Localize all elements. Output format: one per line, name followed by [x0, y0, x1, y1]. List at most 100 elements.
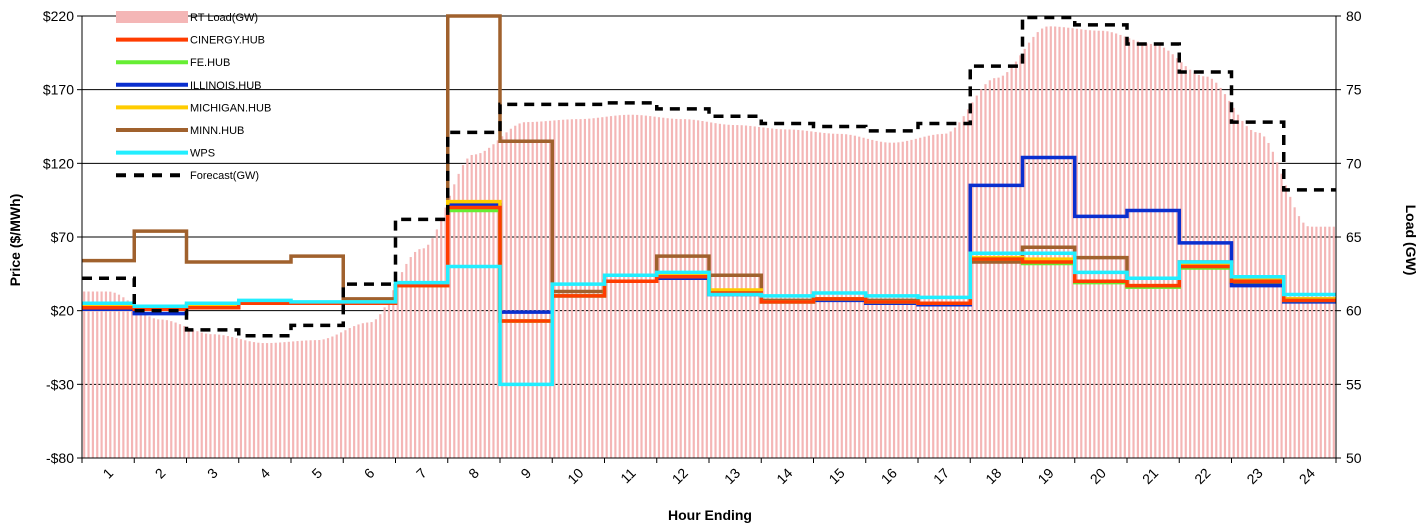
- legend-label: MINN.HUB: [190, 125, 244, 137]
- load-bar: [1027, 42, 1031, 458]
- load-bar: [540, 121, 543, 458]
- load-bar: [1132, 39, 1135, 459]
- load-bar: [1006, 72, 1009, 458]
- load-bar: [553, 120, 556, 459]
- load-bar: [662, 117, 665, 458]
- load-bar: [548, 120, 552, 458]
- load-bar: [1180, 62, 1183, 458]
- load-bar: [827, 133, 830, 458]
- load-bar: [400, 272, 404, 458]
- load-bar: [1097, 30, 1100, 459]
- load-bar: [988, 80, 991, 458]
- legend-label: CINERGY.HUB: [190, 35, 265, 47]
- x-tick-label: 1: [99, 465, 116, 482]
- load-bar: [161, 319, 164, 458]
- load-bar: [636, 114, 639, 459]
- load-bar: [157, 319, 160, 458]
- load-bar: [479, 153, 482, 458]
- load-bar: [165, 320, 168, 458]
- left-tick-label: -$30: [46, 376, 74, 392]
- load-bar: [148, 316, 151, 458]
- load-bar: [997, 77, 1000, 459]
- forecast-step-line: [82, 15, 1336, 338]
- load-bar: [1293, 207, 1296, 458]
- load-bar: [501, 136, 504, 458]
- load-bar: [1310, 226, 1314, 458]
- load-bar: [771, 128, 774, 459]
- x-tick-label: 2: [152, 465, 169, 482]
- left-axis-tick-labels: $220 $170 $120 $70 $20 -$30 -$80: [43, 8, 74, 466]
- x-tick-label: 17: [930, 465, 952, 487]
- left-tick-label: $70: [51, 229, 75, 245]
- load-bar: [309, 340, 312, 458]
- load-bar: [218, 334, 221, 458]
- load-bar: [344, 330, 347, 458]
- load-bar: [174, 322, 177, 458]
- load-bar: [818, 132, 822, 458]
- load-bar: [627, 114, 630, 459]
- load-bar: [257, 342, 260, 458]
- load-bar: [331, 336, 334, 458]
- x-tick-label: 24: [1296, 465, 1318, 487]
- load-bar: [440, 218, 443, 458]
- load-bar: [1228, 100, 1231, 458]
- x-tick-label: 18: [982, 465, 1004, 487]
- load-bar: [117, 294, 121, 458]
- load-bar: [109, 291, 112, 458]
- load-bar: [762, 127, 765, 458]
- load-bar: [431, 238, 434, 458]
- load-bar: [566, 119, 569, 459]
- load-bar: [1058, 26, 1061, 459]
- load-bar: [196, 331, 199, 458]
- load-bar: [239, 339, 243, 458]
- price-series-lines: [82, 14, 1336, 387]
- load-bar: [1145, 43, 1148, 459]
- load-bar: [588, 118, 591, 458]
- load-bar: [1158, 45, 1161, 458]
- load-bar: [383, 307, 386, 458]
- load-bar: [1084, 29, 1087, 458]
- load-bar: [701, 121, 704, 458]
- load-bar: [226, 336, 229, 458]
- load-bar: [514, 125, 517, 459]
- load-bar: [644, 115, 647, 459]
- legend: RT Load(GW) CINERGY.HUB FE.HUB ILLINOIS.HUB…: [116, 11, 271, 182]
- axes: [77, 15, 1341, 463]
- x-tick-label: 15: [825, 465, 847, 487]
- load-bar: [1136, 41, 1139, 459]
- load-bar: [414, 251, 417, 458]
- load-bar: [518, 123, 521, 458]
- load-bar: [1241, 120, 1244, 458]
- load-bar: [849, 134, 852, 459]
- x-tick-label: 8: [465, 465, 482, 482]
- load-bar: [1119, 34, 1122, 459]
- left-tick-label: $120: [43, 155, 74, 171]
- load-bar: [953, 127, 957, 458]
- load-bar: [130, 303, 134, 458]
- load-bar: [1154, 44, 1157, 458]
- legend-label: ILLINOIS.HUB: [190, 80, 262, 92]
- rt-load-bars: [83, 26, 1335, 459]
- load-bar: [200, 332, 203, 458]
- load-bar: [605, 116, 608, 459]
- load-bar: [457, 173, 460, 458]
- x-tick-label: 20: [1087, 465, 1109, 487]
- forecast-line: [82, 15, 1336, 338]
- load-bar: [1110, 32, 1113, 458]
- load-bar: [1088, 30, 1092, 459]
- load-bar: [866, 138, 870, 458]
- load-bar: [305, 340, 308, 458]
- load-bar: [1223, 94, 1227, 459]
- load-bar: [374, 319, 377, 458]
- series-line-minn-hub: [82, 14, 1336, 306]
- load-bar: [1054, 26, 1057, 458]
- load-bar: [966, 109, 970, 459]
- load-bar: [683, 119, 687, 458]
- legend-label: MICHIGAN.HUB: [190, 102, 271, 114]
- legend-label: RT Load(GW): [190, 12, 258, 24]
- load-bar: [557, 120, 560, 458]
- load-bar: [1297, 216, 1301, 458]
- load-bar: [505, 132, 508, 458]
- load-bar: [483, 150, 486, 459]
- load-bar: [466, 158, 469, 459]
